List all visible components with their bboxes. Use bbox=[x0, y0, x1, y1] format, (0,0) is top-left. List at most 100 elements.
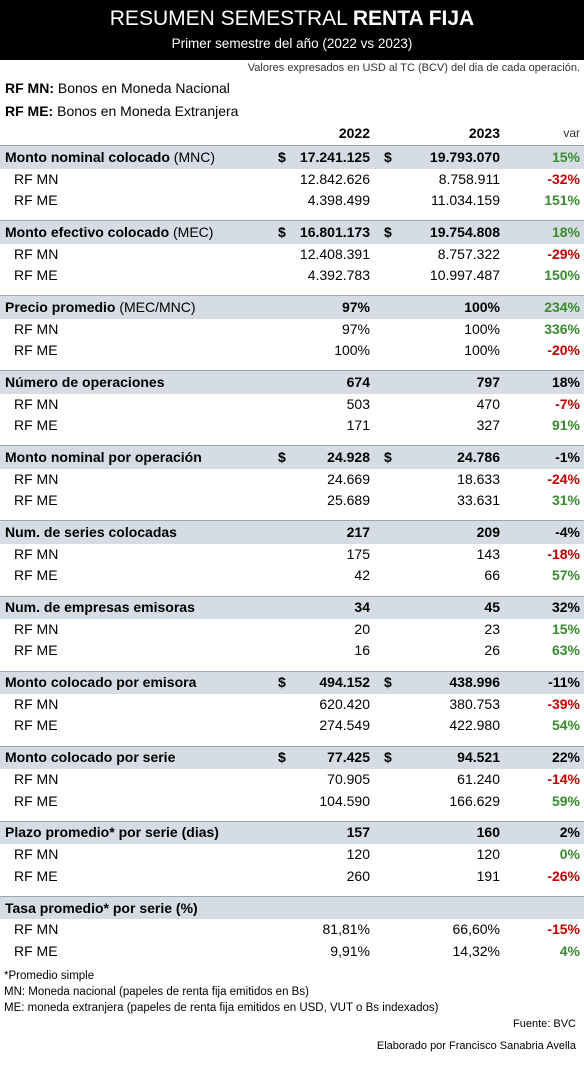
section-variation: 22% bbox=[506, 745, 584, 770]
total-value: 17.241.125 bbox=[299, 148, 370, 165]
value-2022: 12.842.626 bbox=[270, 168, 376, 190]
table-row: RF ME 274.549 422.980 54% bbox=[0, 715, 584, 737]
section-row: Plazo promedio* por serie (dias) 157 160 2… bbox=[0, 820, 584, 845]
total-value: 94.521 bbox=[457, 749, 500, 766]
table-row: RF MN 120 120 0% bbox=[0, 844, 584, 866]
spacer-row bbox=[0, 286, 584, 296]
table-row: RF MN 20 23 15% bbox=[0, 619, 584, 641]
row-variation: -14% bbox=[506, 769, 584, 791]
legend-item-me: RF ME: Bonos en Moneda Extranjera bbox=[5, 103, 239, 119]
footnote: *Promedio simple bbox=[4, 970, 95, 983]
value-2023: 470 bbox=[376, 393, 506, 416]
report-title: RESUMEN SEMESTRAL RENTA FIJA bbox=[109, 7, 475, 30]
value-2022: 16 bbox=[270, 640, 376, 662]
table-row: RF MN 97% 100% 336% bbox=[0, 318, 584, 340]
table-row: RF ME 100% 100% -20% bbox=[0, 339, 584, 362]
value-2023: 166.629 bbox=[376, 790, 506, 812]
column-header-2022: 2022 bbox=[338, 125, 370, 142]
row-label: RF ME bbox=[0, 565, 270, 587]
spacer-row bbox=[0, 812, 584, 822]
total-2022: 217 bbox=[270, 520, 376, 544]
total-2022: $24.928 bbox=[270, 445, 376, 469]
report-subtitle: Primer semestre del año (2022 vs 2023) bbox=[171, 36, 413, 51]
section-label: Número de operaciones bbox=[0, 370, 270, 394]
row-label: RF MN bbox=[0, 694, 270, 716]
section-row: Monto nominal por operación $24.928 $24.7… bbox=[0, 445, 584, 469]
value-2023: 380.753 bbox=[376, 694, 506, 716]
row-label: RF ME bbox=[0, 264, 270, 287]
section-row: Tasa promedio* por serie (%) bbox=[0, 895, 584, 920]
footnote: ME: moneda extranjera (papeles de renta … bbox=[4, 1002, 439, 1015]
row-label: RF MN bbox=[0, 543, 270, 566]
table-row: RF ME 104.590 166.629 59% bbox=[0, 790, 584, 812]
value-2023: 327 bbox=[376, 415, 506, 437]
row-label: RF ME bbox=[0, 339, 270, 362]
value-2023: 66 bbox=[376, 565, 506, 587]
value-2022: 120 bbox=[270, 844, 376, 866]
value-2023: 33.631 bbox=[376, 490, 506, 512]
row-variation: -15% bbox=[506, 919, 584, 941]
value-2022: 175 bbox=[270, 543, 376, 566]
value-2022: 4.398.499 bbox=[270, 189, 376, 212]
currency-symbol: $ bbox=[278, 223, 286, 240]
section-label: Monto efectivo colocado (MEC) bbox=[0, 220, 270, 244]
total-2022 bbox=[270, 895, 376, 920]
total-2023: 160 bbox=[376, 820, 506, 845]
currency-symbol: $ bbox=[278, 448, 286, 465]
value-2022: 24.669 bbox=[270, 468, 376, 491]
section-row: Número de operaciones 674 797 18% bbox=[0, 370, 584, 394]
row-variation: -39% bbox=[506, 694, 584, 716]
section-variation bbox=[506, 895, 584, 920]
total-2023: $94.521 bbox=[376, 745, 506, 770]
spacer-row bbox=[0, 662, 584, 672]
value-2022: 503 bbox=[270, 393, 376, 416]
total-value: 34 bbox=[354, 599, 370, 616]
currency-symbol: $ bbox=[278, 749, 286, 766]
total-value: 16.801.173 bbox=[299, 223, 370, 240]
section-subtitle: (MEC/MNC) bbox=[119, 298, 196, 315]
value-2022: 70.905 bbox=[270, 769, 376, 791]
table-row: RF ME 16 26 63% bbox=[0, 640, 584, 662]
total-2023: 45 bbox=[376, 595, 506, 620]
spacer-row bbox=[0, 737, 584, 747]
total-value: 19.793.070 bbox=[429, 148, 500, 165]
row-label: RF ME bbox=[0, 790, 270, 812]
column-header-2023: 2023 bbox=[468, 125, 500, 142]
total-2023: $19.793.070 bbox=[376, 145, 506, 169]
table-row: RF MN 620.420 380.753 -39% bbox=[0, 694, 584, 716]
total-value: 438.996 bbox=[449, 674, 500, 691]
row-variation: 150% bbox=[506, 264, 584, 287]
total-2023: 797 bbox=[376, 370, 506, 394]
section-variation: 18% bbox=[506, 370, 584, 394]
section-variation: 18% bbox=[506, 220, 584, 244]
row-label: RF MN bbox=[0, 393, 270, 416]
section-label: Monto nominal colocado (MNC) bbox=[0, 145, 270, 169]
currency-symbol: $ bbox=[278, 148, 286, 165]
section-row: Monto nominal colocado (MNC) $17.241.125 $… bbox=[0, 145, 584, 169]
currency-symbol: $ bbox=[384, 674, 392, 691]
section-title: Monto efectivo colocado bbox=[5, 223, 170, 240]
value-2022: 260 bbox=[270, 865, 376, 887]
table-row: RF MN 24.669 18.633 -24% bbox=[0, 468, 584, 491]
value-2022: 25.689 bbox=[270, 490, 376, 512]
column-header-var: var bbox=[563, 126, 580, 141]
value-2023: 120 bbox=[376, 844, 506, 866]
spacer-row bbox=[0, 887, 584, 897]
section-variation: -11% bbox=[506, 670, 584, 695]
section-title: Plazo promedio* por serie (dias) bbox=[5, 824, 219, 841]
column-header-row: 2022 2023 var bbox=[0, 123, 584, 146]
value-2022: 81,81% bbox=[270, 919, 376, 941]
value-2022: 20 bbox=[270, 619, 376, 641]
total-2022: $17.241.125 bbox=[270, 145, 376, 169]
spacer-row bbox=[0, 211, 584, 221]
table-row: RF MN 12.408.391 8.757.322 -29% bbox=[0, 243, 584, 265]
section-label: Precio promedio (MEC/MNC) bbox=[0, 295, 270, 319]
row-variation: 91% bbox=[506, 415, 584, 437]
section-row: Monto colocado por serie $77.425 $94.521 2… bbox=[0, 745, 584, 770]
section-variation: 234% bbox=[506, 295, 584, 319]
value-2022: 620.420 bbox=[270, 694, 376, 716]
value-2022: 4.392.783 bbox=[270, 264, 376, 287]
row-variation: 336% bbox=[506, 318, 584, 340]
row-variation: -24% bbox=[506, 468, 584, 491]
total-value: 45 bbox=[484, 599, 500, 616]
